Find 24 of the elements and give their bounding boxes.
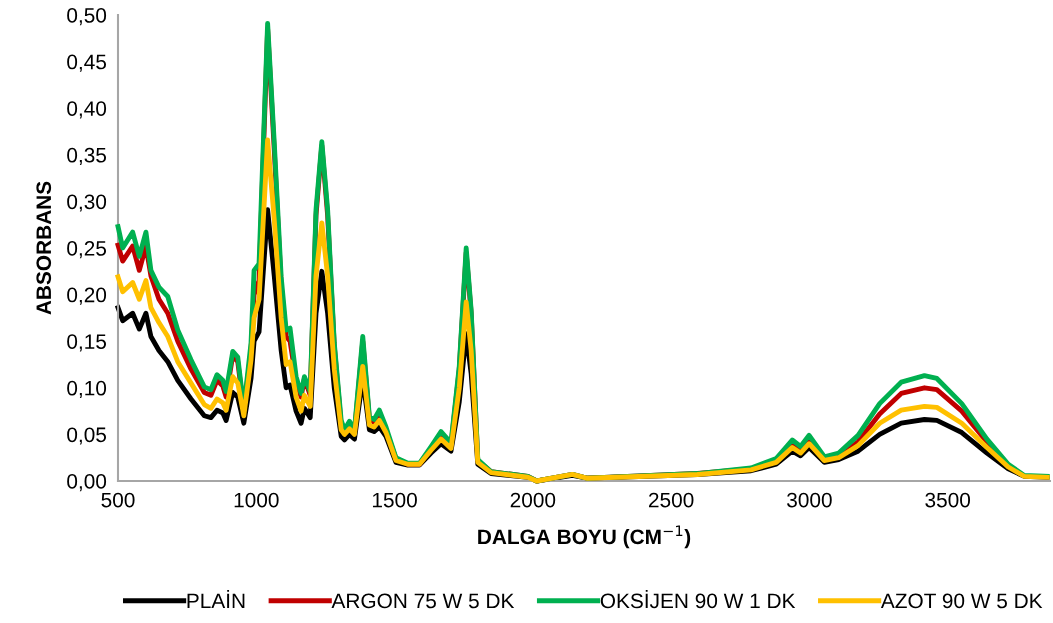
x-tick-label: 1000	[234, 492, 279, 508]
legend-label: ARGON 75 W 5 DK	[331, 593, 515, 609]
y-tick-label: 0,10	[67, 380, 107, 399]
x-tick-label: 1500	[372, 492, 417, 508]
y-tick-label: 0,35	[67, 147, 107, 166]
y-tick-label: 0,25	[67, 241, 107, 259]
legend-label: OKSİJEN 90 W 1 DK	[600, 590, 796, 609]
x-tick-label: 2500	[648, 492, 694, 508]
x-axis-title: DALGA BOYU (CM$^{−1}$)	[478, 525, 691, 549]
y-tick-label: 0,40	[67, 101, 107, 119]
x-tick-label: 2000	[510, 492, 556, 508]
legend-label: PLAİN	[187, 590, 245, 609]
y-tick-label: 0,00	[67, 474, 107, 492]
x-tick-label: 3500	[925, 492, 971, 508]
y-tick-label: 0,50	[67, 8, 107, 26]
y-tick-label: 0,30	[67, 194, 107, 212]
x-tick-label: 3000	[787, 492, 832, 508]
y-tick-label: 0,15	[67, 334, 107, 352]
y-tick-label: 0,20	[67, 287, 107, 305]
y-tick-label: 0,05	[67, 427, 107, 445]
legend-label: AZOT 90 W 5 DK	[880, 593, 1043, 609]
x-tick-label: 500	[101, 492, 135, 508]
y-tick-label: 0,45	[67, 54, 107, 72]
y-axis-title: ABSORBANS	[36, 181, 52, 315]
